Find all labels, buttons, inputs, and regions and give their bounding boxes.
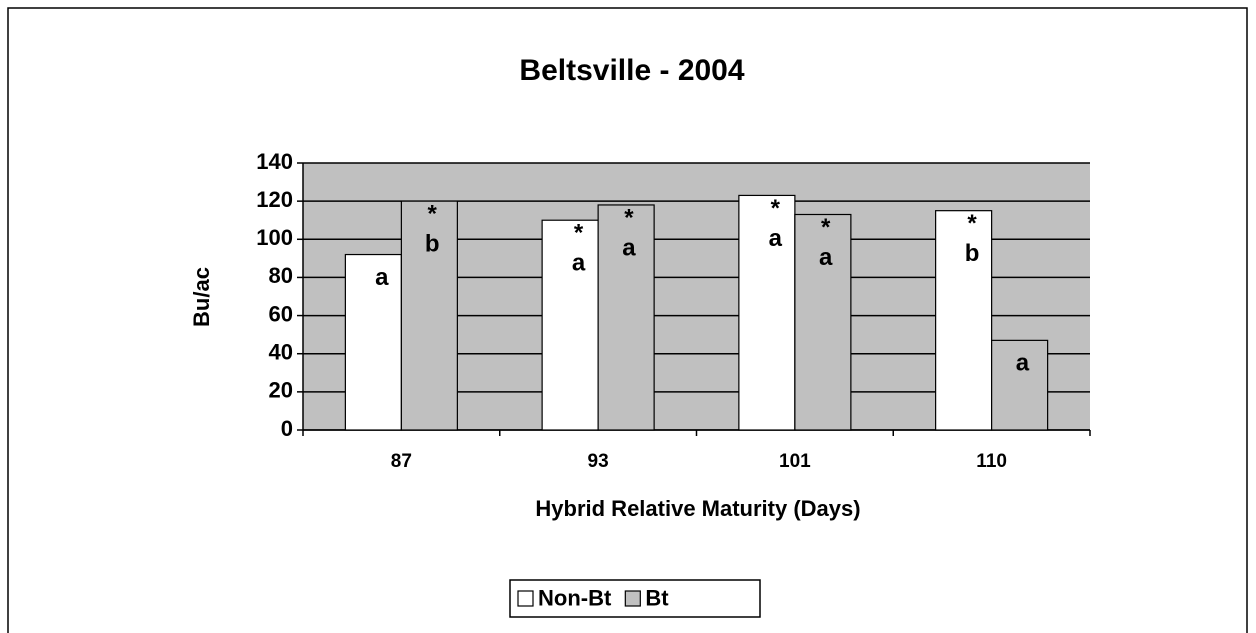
y-tick-label: 80	[269, 263, 293, 288]
bar-annotation: a	[1016, 350, 1030, 377]
y-tick-label: 60	[269, 301, 293, 326]
y-axis-label: Bu/ac	[189, 267, 214, 327]
y-tick-label: 100	[256, 225, 293, 250]
y-tick-label: 20	[269, 378, 293, 403]
bar	[991, 339, 1049, 431]
bar	[541, 219, 599, 431]
bar-annotation: a	[572, 250, 586, 277]
legend-swatch	[517, 590, 534, 607]
bar-annotation: a	[819, 244, 833, 271]
bar-annotation: a	[375, 264, 389, 291]
bar-annotation: *	[821, 214, 831, 241]
bar	[344, 253, 402, 431]
bar-annotation: *	[574, 220, 584, 247]
y-tick-label: 0	[281, 416, 293, 441]
y-tick-label: 40	[269, 340, 293, 365]
legend-label: Bt	[645, 585, 669, 610]
x-tick-label: 93	[588, 451, 609, 472]
bar	[738, 194, 796, 431]
bar	[597, 204, 655, 431]
y-tick-label: 120	[256, 187, 293, 212]
x-tick-label: 101	[779, 451, 811, 472]
bar-annotation: *	[771, 195, 781, 222]
bar	[400, 200, 458, 431]
y-tick-label: 140	[256, 149, 293, 174]
bar-annotation: *	[428, 200, 438, 227]
bar-annotation: a	[769, 225, 783, 252]
bar	[935, 210, 993, 431]
chart-title: Beltsville - 2004	[519, 54, 744, 87]
bar-annotation: b	[425, 230, 440, 257]
x-tick-label: 87	[391, 451, 412, 472]
legend-label: Non-Bt	[538, 585, 612, 610]
bar-annotation: *	[624, 204, 634, 231]
bar-annotation: a	[622, 234, 636, 261]
legend-swatch	[624, 590, 641, 607]
bar-annotation: *	[967, 210, 977, 237]
bar-annotation: b	[965, 240, 980, 267]
legend-box	[509, 579, 761, 618]
x-tick-label: 110	[976, 451, 1007, 472]
bar	[794, 213, 852, 431]
x-axis-label: Hybrid Relative Maturity (Days)	[535, 496, 860, 521]
